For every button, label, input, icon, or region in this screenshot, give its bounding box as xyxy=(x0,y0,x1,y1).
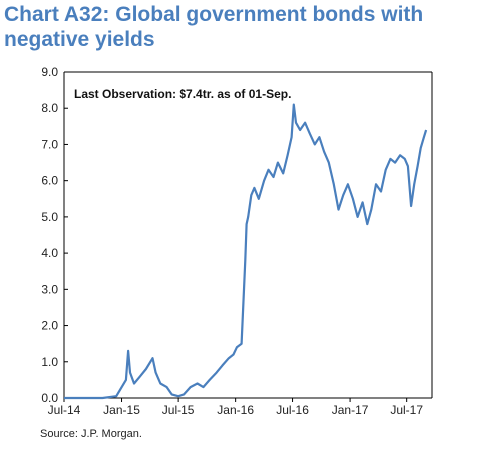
x-tick-label: Jul-17 xyxy=(390,403,423,417)
y-tick-label: 5.0 xyxy=(41,210,58,224)
y-tick-label: 1.0 xyxy=(41,355,58,369)
y-tick-label: 2.0 xyxy=(41,319,58,333)
y-tick-label: 3.0 xyxy=(41,282,58,296)
y-tick-label: 6.0 xyxy=(41,174,58,188)
chart-axes xyxy=(63,71,433,399)
chart-ticks: 0.0 1.0 2.0 3.0 4.0 5.0 6.0 7.0 8.0 9.0 Jul-14 Jan-… xyxy=(41,65,423,417)
x-tick-label: Jul-14 xyxy=(48,403,81,417)
x-tick-label: Jan-15 xyxy=(103,403,140,417)
x-tick-label: Jan-16 xyxy=(217,403,254,417)
last-observation-annotation: Last Observation: $7.4tr. as of 01-Sep. xyxy=(74,87,291,101)
y-tick-label: 7.0 xyxy=(41,137,58,151)
x-tick-label: Jul-16 xyxy=(276,403,309,417)
y-tick-label: 0.0 xyxy=(41,391,58,405)
chart-plot-area xyxy=(64,103,428,400)
series-line-0 xyxy=(64,103,428,400)
chart-title: Chart A32: Global government bonds with … xyxy=(4,3,424,51)
x-tick-label: Jul-15 xyxy=(162,403,195,417)
y-tick-label: 4.0 xyxy=(41,246,58,260)
y-tick-label: 9.0 xyxy=(41,65,58,79)
y-tick-label: 8.0 xyxy=(41,101,58,115)
source-note: Source: J.P. Morgan. xyxy=(40,428,142,440)
x-tick-label: Jan-17 xyxy=(332,403,369,417)
